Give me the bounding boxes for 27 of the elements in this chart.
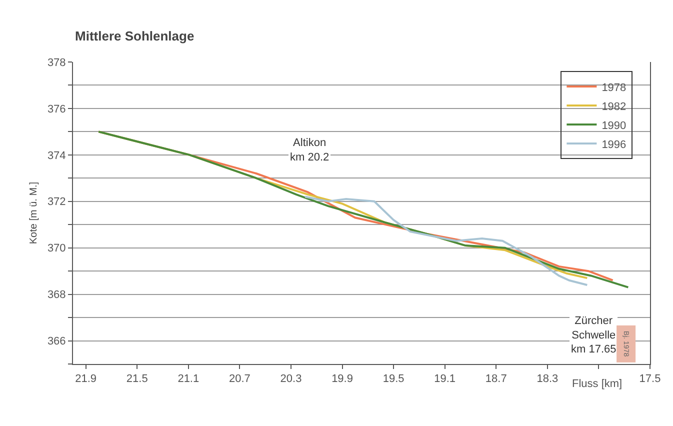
y-tick-label: 378 bbox=[47, 56, 66, 69]
y-tick-label: 370 bbox=[47, 242, 66, 255]
x-tick-label: 19.5 bbox=[382, 373, 404, 386]
x-tick-label: 18.3 bbox=[536, 373, 558, 386]
annotation: Altikon km 20.2 bbox=[290, 137, 330, 164]
x-tick-label: 19.1 bbox=[434, 373, 456, 386]
x-tick-label: 21.9 bbox=[75, 373, 97, 386]
y-axis-title: Kote [m ü. M.] bbox=[28, 182, 40, 244]
x-tick-label: 21.5 bbox=[126, 373, 148, 386]
x-tick-label: 20.3 bbox=[280, 373, 302, 386]
line-series bbox=[304, 196, 588, 286]
legend-label: 1990 bbox=[602, 120, 626, 132]
y-tick-label: 366 bbox=[47, 336, 66, 348]
y-tick-label: 374 bbox=[47, 150, 66, 162]
x-tick-label: 21.1 bbox=[178, 373, 200, 386]
y-tick-label: 372 bbox=[47, 196, 66, 208]
x-tick-label: 18.7 bbox=[485, 373, 507, 386]
x-tick-label: 19.9 bbox=[332, 373, 353, 386]
annotation: Zürcher Schwelle km 17.65 bbox=[571, 315, 616, 356]
x-axis-title: Fluss [km] bbox=[572, 378, 622, 390]
chart-title: Mittlere Sohlenlage bbox=[75, 28, 194, 44]
legend-label: 1978 bbox=[602, 82, 626, 94]
x-tick-label: 20.7 bbox=[228, 373, 250, 386]
y-tick-label: 376 bbox=[47, 103, 66, 116]
legend-label: 1996 bbox=[602, 138, 626, 151]
y-tick-label: 368 bbox=[47, 289, 66, 302]
x-tick-label: 17.5 bbox=[639, 373, 661, 386]
